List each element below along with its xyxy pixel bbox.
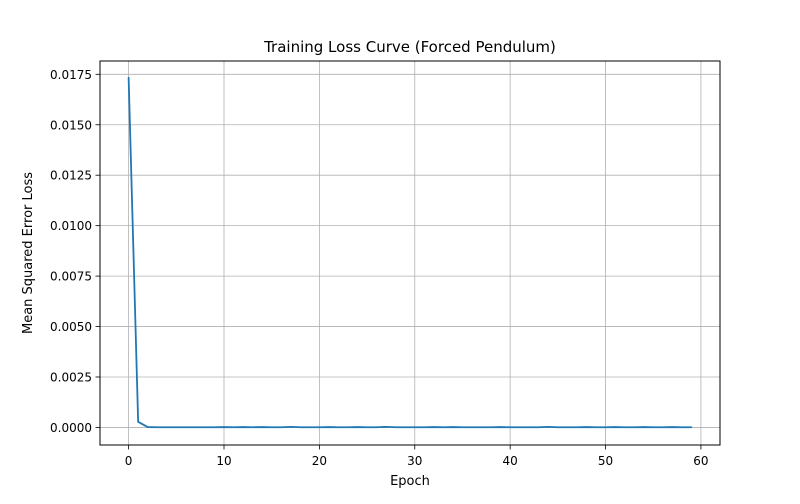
series-layer: [127, 76, 693, 429]
x-axis-label: Epoch: [390, 474, 430, 489]
x-tick-label: 60: [693, 454, 708, 468]
plot-frame: [99, 60, 721, 446]
y-tick-label: 0.0125: [50, 169, 92, 183]
y-tick-label: 0.0025: [50, 370, 92, 384]
y-tick-label: 0.0100: [50, 219, 92, 233]
series-line: [127, 76, 693, 429]
tick-layer: 0 10 20 30 40 50 60 0.0000 0.0025 0.0050 0.0075 0.0…: [50, 68, 709, 468]
x-tick-label: 0: [125, 454, 133, 468]
x-tick-label: 50: [598, 454, 613, 468]
y-tick-label: 0.0075: [50, 270, 92, 284]
x-tick-label: 40: [503, 454, 518, 468]
y-tick-label: 0.0150: [50, 118, 92, 132]
x-tick-label: 10: [216, 454, 231, 468]
x-tick-label: 30: [407, 454, 422, 468]
chart-title: Training Loss Curve (Forced Pendulum): [263, 38, 556, 56]
y-tick-label: 0.0050: [50, 320, 92, 334]
y-tick-label: 0.0175: [50, 68, 92, 82]
y-tick-label: 0.0000: [50, 421, 92, 435]
y-axis-label: Mean Squared Error Loss: [21, 172, 36, 334]
grid-layer: [100, 61, 720, 445]
x-tick-label: 20: [312, 454, 327, 468]
